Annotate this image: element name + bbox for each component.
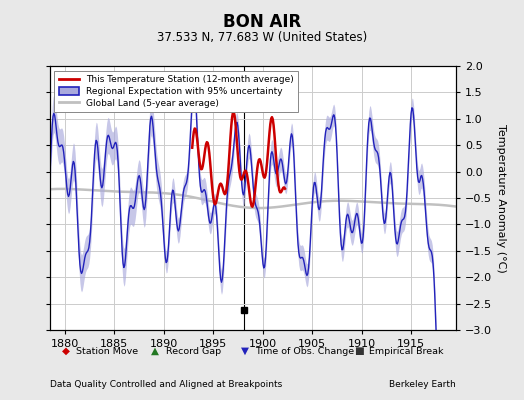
Text: Station Move: Station Move bbox=[76, 346, 138, 356]
Legend: This Temperature Station (12-month average), Regional Expectation with 95% uncer: This Temperature Station (12-month avera… bbox=[54, 70, 298, 112]
Text: Data Quality Controlled and Aligned at Breakpoints: Data Quality Controlled and Aligned at B… bbox=[50, 380, 282, 389]
Text: Empirical Break: Empirical Break bbox=[368, 346, 443, 356]
Text: BON AIR: BON AIR bbox=[223, 13, 301, 31]
Text: ▲: ▲ bbox=[151, 346, 159, 356]
Text: Record Gap: Record Gap bbox=[166, 346, 221, 356]
Text: ▼: ▼ bbox=[241, 346, 249, 356]
Text: ◆: ◆ bbox=[62, 346, 70, 356]
Text: Berkeley Earth: Berkeley Earth bbox=[389, 380, 456, 389]
Text: Time of Obs. Change: Time of Obs. Change bbox=[255, 346, 354, 356]
Text: 37.533 N, 77.683 W (United States): 37.533 N, 77.683 W (United States) bbox=[157, 32, 367, 44]
Text: ■: ■ bbox=[354, 346, 364, 356]
Y-axis label: Temperature Anomaly (°C): Temperature Anomaly (°C) bbox=[496, 124, 506, 272]
